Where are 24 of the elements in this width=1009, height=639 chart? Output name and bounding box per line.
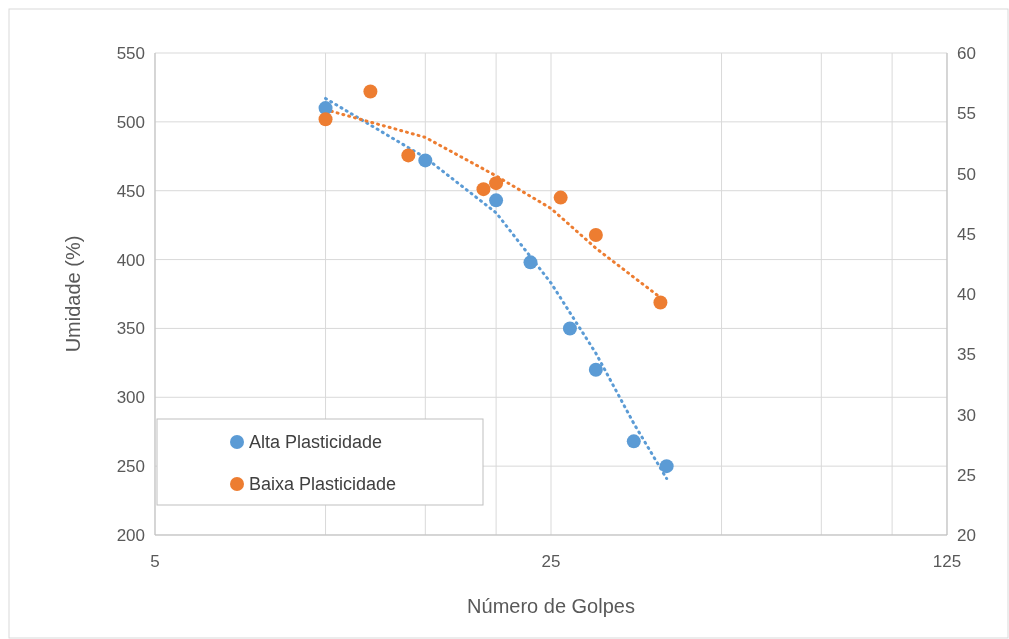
y-axis-title: Umidade (%) — [62, 235, 84, 353]
x-tick-label: 125 — [932, 552, 962, 571]
x-tick-label: 25 — [541, 552, 561, 571]
y2-tick-label: 50 — [957, 164, 976, 184]
y-tick-label: 200 — [116, 526, 145, 545]
y2-tick-label: 30 — [957, 405, 976, 425]
y2-tick-label: 60 — [957, 44, 976, 63]
y-tick-label: 300 — [116, 388, 145, 408]
x-tick-label: 5 — [150, 552, 160, 571]
y2-tick-label: 35 — [957, 345, 976, 365]
x-axis-title: Número de Golpes — [467, 595, 635, 617]
y2-tick-label: 20 — [957, 526, 976, 545]
y-tick-label: 350 — [116, 319, 145, 339]
y-tick-label: 450 — [116, 181, 145, 201]
y2-tick-label: 40 — [957, 285, 976, 304]
y2-tick-label: 45 — [957, 224, 976, 244]
legend-label: Baixa Plasticidade — [249, 474, 397, 494]
y-tick-label: 250 — [116, 457, 145, 477]
y-tick-label: 400 — [116, 250, 145, 270]
y-tick-label: 500 — [116, 112, 145, 132]
y2-tick-label: 55 — [957, 104, 976, 124]
y2-tick-label: 25 — [957, 465, 976, 485]
y-tick-label: 550 — [116, 44, 145, 63]
legend-label: Alta Plasticidade — [249, 432, 383, 452]
